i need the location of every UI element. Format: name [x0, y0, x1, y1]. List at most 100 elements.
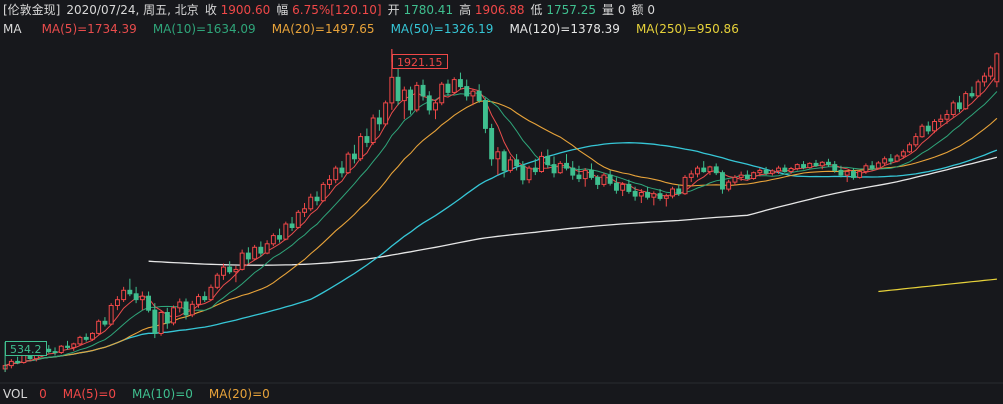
candle-body [277, 235, 283, 240]
candle-body [819, 161, 825, 167]
candle-body [514, 159, 520, 167]
candle-body [720, 172, 725, 190]
ma5-legend: MA(5)=1734.39 [41, 22, 137, 36]
high-label: 高 [459, 3, 472, 17]
candle-body [127, 289, 133, 295]
candle-body [295, 211, 301, 228]
ma5-line [4, 74, 998, 367]
low-value: 1757.25 [546, 3, 597, 17]
candle-body [844, 171, 850, 176]
candle-body [495, 151, 501, 160]
candle-body [308, 196, 314, 210]
ma120-line [148, 156, 998, 266]
candle-body [794, 164, 800, 170]
candle-body [202, 296, 208, 301]
candle-body [445, 83, 451, 93]
candle-body [695, 167, 700, 175]
vol-legend-label: VOL [3, 387, 28, 401]
candle-body [969, 93, 975, 97]
candle-body [389, 76, 395, 104]
candle-body [888, 158, 894, 162]
candle-body [233, 268, 239, 273]
vol-value: 0 [39, 387, 47, 401]
candle-body [258, 246, 264, 254]
ma50-line [4, 142, 998, 367]
candle-body [83, 336, 89, 340]
candle-body [676, 188, 682, 195]
quote-info-bar: [伦敦金现] 2020/07/24, 周五, 北京收 1900.60 幅 6.75%… [3, 1, 655, 19]
candle-body [582, 169, 588, 180]
close-value: 1900.60 [220, 3, 271, 17]
candle-body [426, 95, 432, 111]
candle-body [807, 162, 813, 169]
candle-body [15, 360, 21, 364]
candle-body [832, 164, 838, 171]
candle-body [133, 293, 139, 301]
low-label: 低 [530, 3, 543, 17]
candle-body [507, 159, 513, 171]
candle-body [532, 167, 538, 173]
open-label: 开 [387, 3, 400, 17]
candle-body [383, 102, 389, 125]
candle-body [801, 164, 806, 169]
candle-body [501, 151, 507, 171]
candle-body [358, 136, 364, 160]
candle-body [900, 151, 906, 157]
candle-body [90, 332, 95, 340]
candle-body [164, 312, 170, 324]
ma120-legend: MA(120)=1378.39 [509, 22, 620, 36]
candle-body [645, 192, 650, 198]
candle-body [177, 301, 183, 309]
candle-body [302, 208, 308, 213]
candle-body [732, 176, 738, 183]
ma50-legend: MA(50)=1326.19 [390, 22, 494, 36]
candle-body [451, 79, 457, 93]
amount-label: 额 [631, 3, 644, 17]
candle-body [183, 301, 189, 316]
candle-body [470, 90, 476, 97]
candle-body [96, 320, 102, 334]
ma250-line [878, 278, 997, 293]
candle-body [957, 102, 962, 110]
candle-body [401, 89, 407, 102]
candle-body [726, 181, 732, 190]
candle-body [919, 125, 925, 138]
ma20-line [4, 100, 998, 367]
candle-body [738, 174, 744, 178]
candle-body [632, 190, 638, 197]
candle-body [370, 117, 376, 143]
candle-body [863, 165, 869, 173]
candle-body [782, 167, 788, 173]
candle-body [564, 162, 569, 169]
candle-body [433, 102, 439, 111]
candle-body [663, 195, 669, 199]
vol-ma10-legend: MA(10)=0 [132, 387, 193, 401]
candle-body [788, 168, 794, 172]
ma250-legend: MA(250)=950.86 [635, 22, 739, 36]
candle-body [289, 223, 295, 228]
symbol-name: [伦敦金现] [3, 3, 61, 17]
candle-body [376, 117, 382, 125]
candle-body [65, 345, 70, 348]
candle-body [77, 336, 83, 345]
candle-body [557, 162, 563, 174]
candle-body [121, 289, 127, 301]
candle-body [570, 167, 576, 176]
candle-body [526, 167, 532, 181]
open-value: 1780.41 [403, 3, 454, 17]
candle-body [520, 165, 526, 181]
candle-body [171, 307, 177, 324]
candle-body [189, 303, 195, 316]
candle-body [214, 274, 220, 288]
candle-body [420, 84, 426, 97]
quote-datetime: 2020/07/24, 周五, 北京 [66, 3, 199, 17]
candle-body [345, 153, 351, 174]
ma-legend: MA MA(5)=1734.39 MA(10)=1634.09 MA(20)=1497… [3, 20, 739, 38]
high-value: 1906.88 [474, 3, 525, 17]
vol-ma5-legend: MA(5)=0 [62, 387, 117, 401]
candle-body [851, 171, 856, 178]
candle-body [551, 164, 557, 174]
candle-body [52, 351, 58, 354]
candle-body [813, 162, 819, 167]
